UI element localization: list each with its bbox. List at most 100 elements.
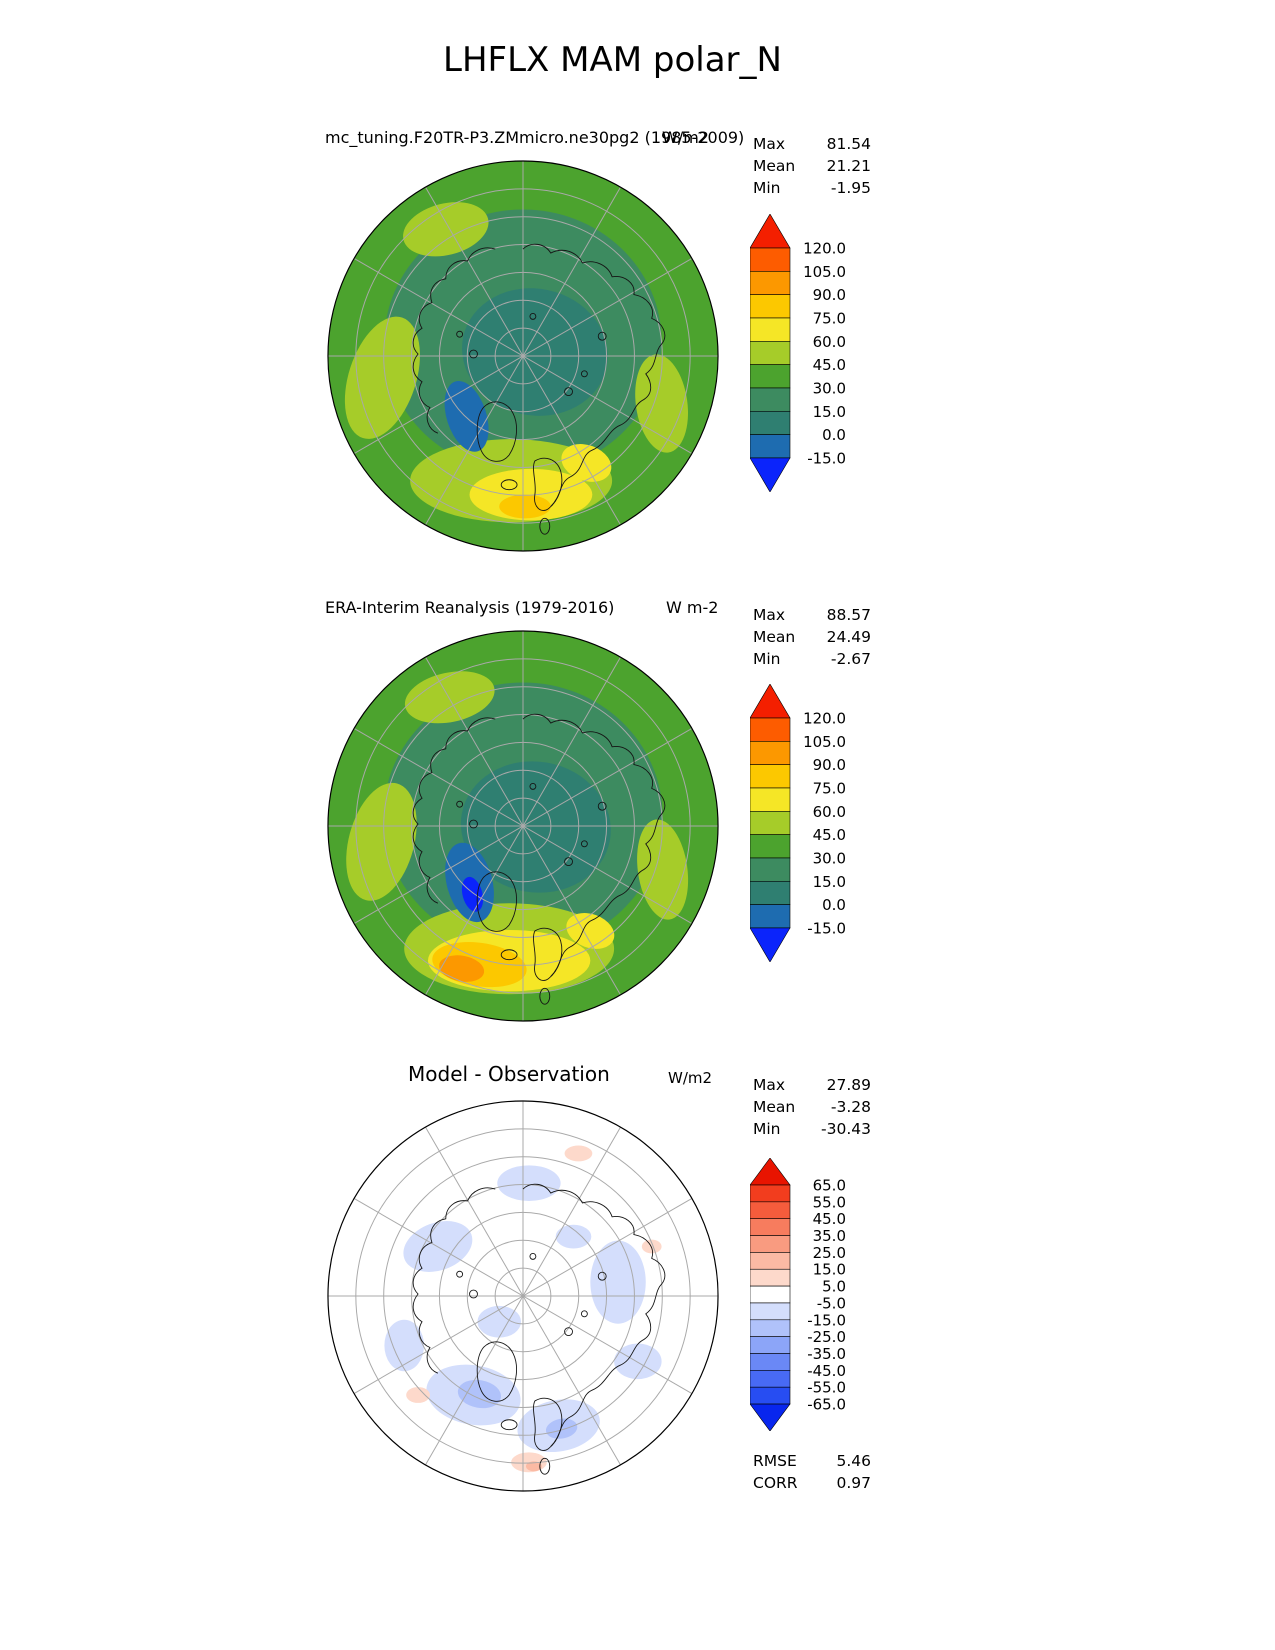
colorbar-segment — [750, 1235, 791, 1253]
colorbar-segment — [750, 247, 791, 272]
stat-row: RMSE 5.46 — [753, 1451, 871, 1473]
stat-row: Max 27.89 — [753, 1075, 871, 1097]
island-coastline — [456, 800, 464, 808]
contour-fill-region — [525, 1461, 542, 1472]
coastline-layer — [412, 1183, 666, 1475]
colorbar-segment — [750, 834, 791, 859]
obs-stats: Max 88.57 Mean 24.49 Min -2.67 — [753, 605, 871, 670]
island-coastline — [469, 1289, 478, 1299]
coastline — [533, 927, 563, 981]
colorbar-tick-label: 30.0 — [813, 379, 846, 397]
map-boundary-circle — [327, 630, 719, 1022]
model-polar-map — [327, 160, 719, 552]
meridian-line — [425, 656, 621, 996]
stat-row: Mean 24.49 — [753, 627, 871, 649]
island-coastline — [500, 1419, 518, 1431]
colorbar-segment — [750, 1184, 791, 1203]
model-units-label: W/m2 — [662, 128, 709, 147]
island-coastline — [539, 517, 551, 535]
contour-fill-region — [403, 202, 489, 257]
stat-value: 81.54 — [826, 135, 871, 153]
colorbar-tick-label: 60.0 — [813, 803, 846, 821]
colorbar-segment — [750, 717, 791, 742]
stat-row: CORR 0.97 — [753, 1473, 871, 1495]
colorbar-tick-label: 5.0 — [822, 1278, 846, 1296]
colorbar-segment — [750, 1285, 791, 1304]
coastline — [476, 1341, 517, 1402]
island-coastline — [580, 1310, 588, 1318]
colorbar-top-arrow — [750, 1158, 791, 1186]
island-coastline — [597, 1271, 607, 1281]
stat-value: 5.46 — [836, 1452, 871, 1470]
colorbar-segment — [750, 1268, 791, 1287]
colorbar-tick-label: 15.0 — [813, 1261, 846, 1279]
island-coastline — [539, 1457, 551, 1475]
colorbar-bottom-arrow — [750, 1403, 791, 1432]
island-coastline — [564, 387, 573, 397]
stat-value: -3.28 — [830, 1097, 871, 1116]
island-coastline — [500, 949, 518, 961]
colorbar-tick-label: -15.0 — [807, 919, 846, 937]
colorbar-tick-label: -65.0 — [807, 1396, 846, 1414]
colorbar-tick-label: 45.0 — [813, 356, 846, 374]
colorbar-segment — [750, 881, 791, 905]
colorbar-segment — [750, 764, 791, 789]
colorbar-segment — [750, 411, 791, 435]
colorbar-tick-label: 15.0 — [813, 403, 846, 421]
stat-label: Max — [753, 606, 786, 624]
stat-value: -2.67 — [830, 649, 871, 668]
colorbar-segment — [750, 741, 791, 765]
stat-label: Mean — [753, 1097, 796, 1116]
colorbar-segment — [750, 434, 791, 459]
colorbar-tick-label: 25.0 — [813, 1244, 846, 1262]
island-coastline — [456, 330, 464, 338]
coastline — [522, 243, 666, 507]
colorbar-tick-label: 45.0 — [813, 826, 846, 844]
coastline — [533, 457, 563, 511]
colorbar-segment — [750, 787, 791, 812]
colorbar-tick-label: 90.0 — [813, 756, 846, 774]
map-clipped-layers — [327, 1100, 719, 1492]
island-coastline — [539, 987, 551, 1005]
stat-row: Mean 21.21 — [753, 156, 871, 178]
colorbar-segment — [750, 1386, 791, 1405]
stat-label: Min — [753, 178, 781, 197]
model-case-title: mc_tuning.F20TR-P3.ZMmicro.ne30pg2 (1985… — [325, 128, 745, 147]
latlon-grid-layer — [327, 1100, 719, 1492]
map-clipped-layers — [327, 160, 719, 552]
contour-fill-region — [346, 782, 417, 901]
island-coastline — [529, 782, 537, 790]
colorbar-tick-label: 0.0 — [822, 896, 846, 914]
island-coastline — [529, 312, 537, 320]
stat-value: 24.49 — [826, 627, 871, 646]
colorbar-tick-label: 75.0 — [813, 309, 846, 327]
map-boundary-circle — [327, 160, 719, 552]
diff-title: Model - Observation — [408, 1062, 610, 1086]
coastline — [476, 401, 517, 462]
coastline — [412, 717, 496, 904]
island-coastline — [597, 801, 607, 811]
stat-label: Max — [753, 135, 786, 153]
island-coastline — [564, 857, 573, 867]
contour-fill-region — [461, 876, 484, 912]
coastline — [522, 1183, 666, 1447]
stat-label: Min — [753, 649, 781, 668]
stat-label: CORR — [753, 1473, 798, 1492]
contour-fill-region — [564, 1145, 593, 1162]
map-boundary-circle — [327, 1100, 719, 1492]
colorbar-segment — [750, 904, 791, 929]
diff-skill-stats: RMSE 5.46 CORR 0.97 — [753, 1451, 871, 1495]
colorbar-tick-label: 75.0 — [813, 779, 846, 797]
colorbar-segment — [750, 364, 791, 389]
contour-fill-region — [614, 1343, 662, 1380]
colorbar-tick-label: 105.0 — [803, 263, 846, 281]
model-colorbar: 120.0 105.0 90.0 75.0 60.0 45.0 30.0 15.0 0.0 -15… — [750, 214, 846, 492]
coastline — [533, 1397, 563, 1451]
stat-label: Min — [753, 1119, 781, 1138]
colorbar-top-arrow — [750, 684, 791, 719]
contour-fill-region — [344, 316, 420, 439]
contour-fill-region — [497, 1165, 561, 1201]
island-coastline — [469, 349, 478, 359]
colorbar-tick-label: 120.0 — [803, 709, 846, 727]
latlon-grid-layer — [327, 160, 719, 552]
